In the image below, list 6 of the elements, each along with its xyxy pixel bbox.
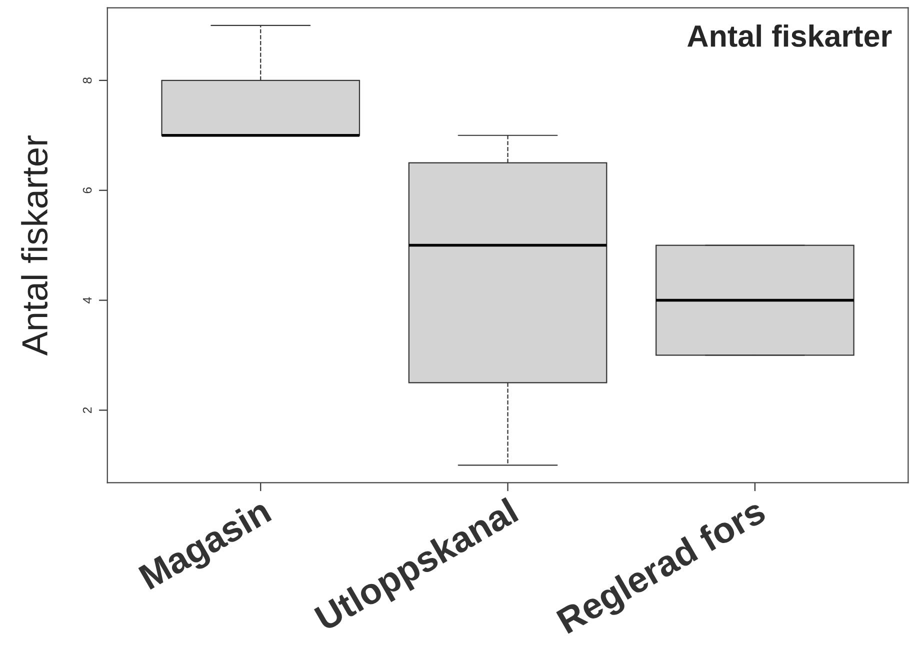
y-tick-label: 4 (82, 297, 92, 304)
y-axis-title: Antal fiskarter (21, 136, 48, 356)
y-tick-label: 6 (82, 187, 92, 194)
chart-title: Antal fiskarter (687, 24, 892, 47)
y-tick-label: 2 (82, 407, 92, 414)
y-tick-label: 8 (82, 77, 92, 84)
